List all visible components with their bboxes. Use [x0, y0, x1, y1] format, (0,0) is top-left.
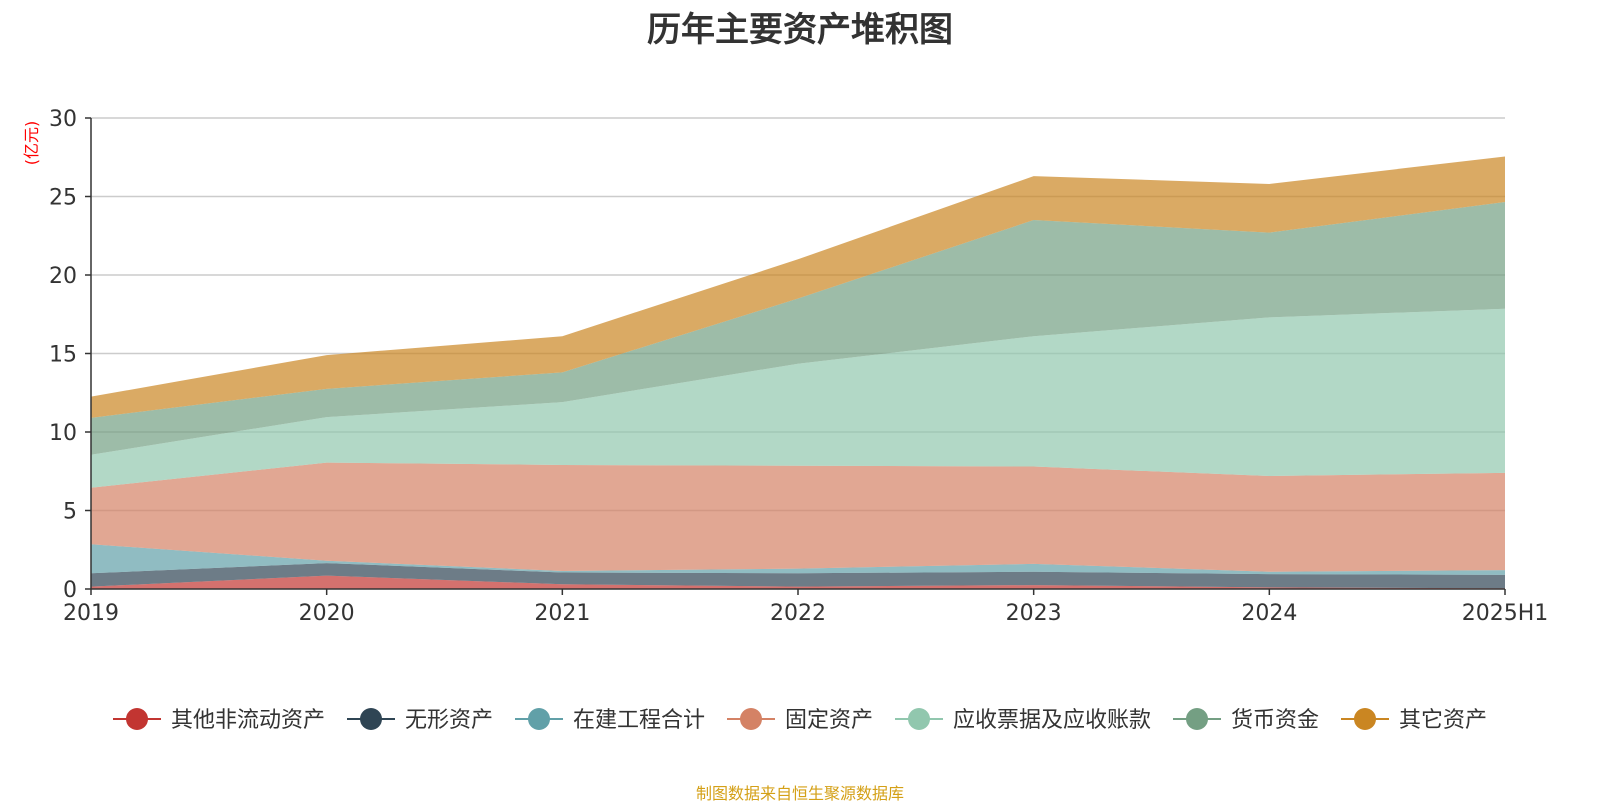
legend-label: 货币资金 — [1231, 708, 1319, 733]
y-axis-unit-label: (亿元) — [22, 121, 41, 166]
y-tick-label: 5 — [63, 500, 77, 525]
legend-label: 无形资产 — [405, 708, 493, 733]
area-series-固定资产 — [91, 462, 1505, 572]
area-series-其他非流动资产 — [91, 575, 1505, 589]
legend-item-应收票据及应收账款[interactable]: 应收票据及应收账款 — [895, 708, 1151, 733]
legend-label: 其它资产 — [1399, 708, 1487, 733]
area-series-无形资产 — [91, 563, 1505, 589]
legend-marker — [126, 708, 148, 730]
y-tick-label: 15 — [49, 343, 77, 368]
legend-label: 其他非流动资产 — [171, 708, 325, 733]
legend-marker — [740, 708, 762, 730]
legend-label: 应收票据及应收账款 — [953, 708, 1151, 733]
x-tick-label: 2020 — [299, 601, 355, 626]
x-tick-label: 2022 — [770, 601, 826, 626]
legend-item-其它资产[interactable]: 其它资产 — [1341, 708, 1487, 733]
x-tick-label: 2025H1 — [1462, 601, 1549, 626]
legend-item-货币资金[interactable]: 货币资金 — [1173, 708, 1319, 733]
legend-marker — [1186, 708, 1208, 730]
legend-item-在建工程合计[interactable]: 在建工程合计 — [515, 708, 705, 733]
legend-item-固定资产[interactable]: 固定资产 — [727, 708, 873, 733]
x-tick-label: 2023 — [1006, 601, 1062, 626]
axes: 0 5 10 15 20 25 30 2019 2020 2021 2022 2023 2024 2025… — [49, 107, 1548, 626]
y-tick-label: 25 — [49, 186, 77, 211]
legend: 其他非流动资产 无形资产 在建工程合计 固定资产 应收票据及应收账款 货币资金 其它资产 — [113, 708, 1487, 733]
x-tick-label: 2024 — [1241, 601, 1297, 626]
area-series-货币资金 — [91, 201, 1505, 455]
y-tick-label: 30 — [49, 107, 77, 132]
y-tick-label: 20 — [49, 264, 77, 289]
area-series-应收票据及应收账款 — [91, 308, 1505, 488]
y-tick-label: 10 — [49, 421, 77, 446]
legend-marker — [528, 708, 550, 730]
legend-item-其他非流动资产[interactable]: 其他非流动资产 — [113, 708, 325, 733]
area-series — [91, 156, 1505, 589]
source-note: 制图数据来自恒生聚源数据库 — [695, 784, 904, 803]
y-tick-label: 0 — [63, 578, 77, 603]
legend-label: 固定资产 — [785, 708, 873, 733]
area-series-在建工程合计 — [91, 544, 1505, 575]
legend-marker — [1354, 708, 1376, 730]
legend-marker — [908, 708, 930, 730]
legend-marker — [360, 708, 382, 730]
chart-title: 历年主要资产堆积图 — [647, 10, 953, 50]
legend-item-无形资产[interactable]: 无形资产 — [347, 708, 493, 733]
area-series-其它资产 — [91, 156, 1505, 418]
legend-label: 在建工程合计 — [573, 708, 705, 733]
x-tick-label: 2021 — [534, 601, 590, 626]
x-tick-label: 2019 — [63, 601, 119, 626]
